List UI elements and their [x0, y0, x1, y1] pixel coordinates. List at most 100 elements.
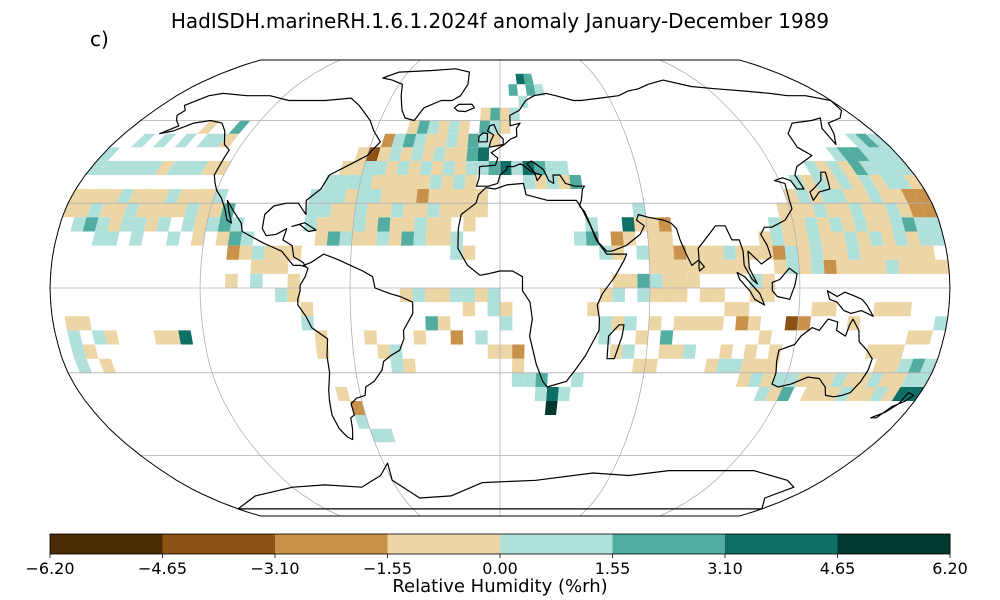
anomaly-cell — [378, 203, 392, 218]
anomaly-cell — [425, 231, 439, 246]
anomaly-cell — [250, 259, 264, 274]
colorbar-segment — [387, 534, 501, 554]
anomaly-cell — [365, 147, 381, 161]
anomaly-cell — [635, 330, 649, 345]
anomaly-cell — [512, 344, 525, 359]
anomaly-cell — [845, 387, 866, 401]
anomaly-cell — [743, 344, 758, 359]
anomaly-cell — [877, 372, 896, 387]
anomaly-cell — [806, 372, 824, 387]
anomaly-cell — [74, 358, 92, 373]
anomaly-cell — [632, 203, 646, 218]
anomaly-cell — [402, 133, 417, 148]
anomaly-cell — [880, 161, 904, 175]
anomaly-cell — [794, 372, 812, 387]
anomaly-cell — [152, 189, 171, 204]
anomaly-cell — [227, 231, 243, 246]
anomaly-cell — [407, 161, 422, 175]
anomaly-cell — [885, 302, 900, 317]
anomaly-cell — [380, 189, 394, 204]
anomaly-cell — [391, 133, 407, 148]
anomaly-cell — [308, 189, 324, 204]
anomaly-cell — [819, 231, 835, 246]
anomaly-cell — [434, 133, 448, 148]
anomaly-cell — [154, 161, 176, 175]
anomaly-cell — [413, 231, 427, 246]
anomaly-cell — [896, 358, 914, 373]
anomaly-cell — [467, 133, 480, 148]
anomaly-cell — [437, 120, 451, 134]
anomaly-cell — [670, 344, 685, 359]
anomaly-cell — [910, 259, 925, 274]
anomaly-cell — [831, 231, 847, 246]
anomaly-cell — [410, 147, 425, 161]
anomaly-cell — [757, 231, 773, 246]
anomaly-cell — [685, 245, 700, 260]
anomaly-cell — [865, 189, 884, 204]
anomaly-cell — [195, 203, 212, 218]
anomaly-cell — [659, 231, 674, 246]
anomaly-cell — [413, 133, 427, 148]
anomaly-cell — [464, 175, 477, 189]
colorbar-tick-label: 3.10 — [707, 559, 743, 578]
anomaly-cell — [441, 175, 454, 189]
anomaly-cell — [428, 189, 442, 204]
anomaly-cell — [636, 245, 650, 260]
anomaly-cell — [621, 344, 636, 359]
anomaly-cell — [824, 203, 841, 218]
anomaly-cell — [463, 217, 476, 232]
colorbar-label: Relative Humidity (%rh) — [392, 576, 608, 597]
anomaly-cell — [834, 245, 849, 260]
coastlines — [159, 68, 915, 510]
coastline-eurasia — [475, 79, 843, 285]
anomaly-cell — [800, 203, 817, 218]
anomaly-cell — [782, 231, 797, 246]
anomaly-cell — [104, 231, 120, 246]
coastline-australia — [771, 318, 873, 398]
anomaly-cell — [797, 245, 812, 260]
anomaly-cell — [500, 120, 511, 134]
anomaly-cell — [463, 203, 476, 218]
anomaly-cell — [544, 401, 558, 415]
anomaly-cell — [622, 231, 637, 246]
anomaly-cell — [142, 161, 164, 175]
anomaly-cell — [380, 428, 396, 443]
anomaly-cell — [673, 316, 687, 331]
anomaly-cell — [853, 189, 872, 204]
anomaly-cell — [908, 203, 926, 218]
colorbar-segment — [162, 534, 276, 554]
anomaly-cell — [752, 358, 768, 373]
anomaly-cell — [401, 217, 415, 232]
anomaly-cell — [728, 358, 744, 373]
anomaly-cell — [376, 231, 390, 246]
anomaly-cell — [879, 147, 904, 161]
anomaly-cell — [735, 245, 749, 260]
anomaly-cell — [389, 344, 403, 359]
anomaly-cell — [888, 372, 908, 387]
anomaly-cell — [880, 175, 901, 189]
anomaly-cell — [660, 245, 675, 260]
anomaly-cell — [889, 344, 906, 359]
anomaly-cell — [511, 372, 524, 387]
anomaly-cell — [197, 120, 221, 134]
anomaly-cell — [376, 147, 392, 161]
anomaly-cell — [860, 259, 875, 274]
anomaly-cell — [351, 231, 365, 246]
anomaly-cell — [444, 147, 457, 161]
anomaly-cell — [877, 189, 896, 204]
anomaly-cell — [857, 175, 878, 189]
anomaly-cell — [303, 217, 318, 232]
colorbar-tick-label: 4.65 — [819, 559, 856, 578]
anomaly-cell — [908, 245, 923, 260]
anomaly-cell — [426, 217, 440, 232]
anomaly-cell — [648, 245, 662, 260]
anomaly-cell — [438, 217, 452, 232]
anomaly-cell — [153, 330, 169, 345]
anomaly-cell — [848, 203, 865, 218]
anomaly-cell — [753, 387, 771, 401]
anomaly-cell — [382, 175, 397, 189]
colorbar-tick-label: 1.55 — [594, 559, 631, 578]
anomaly-cell — [464, 189, 477, 204]
anomaly-cell — [912, 189, 932, 204]
anomaly-cell — [784, 245, 799, 260]
